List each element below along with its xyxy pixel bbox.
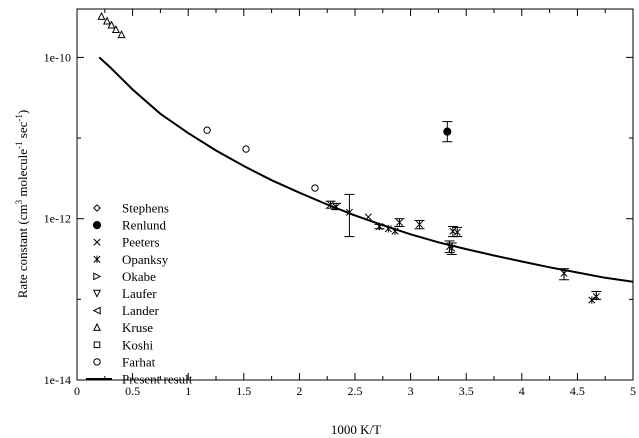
legend-item-koshi: Koshi bbox=[93, 337, 153, 352]
x-stroke bbox=[449, 227, 457, 235]
legend-marker bbox=[92, 221, 102, 230]
legend-item-laufer: Laufer bbox=[92, 286, 157, 301]
x-tick-label: 0 bbox=[74, 384, 80, 398]
legend-label: Present result bbox=[122, 372, 193, 387]
legend-item-stephens: Stephens bbox=[93, 201, 169, 216]
legend-label: Okabe bbox=[122, 269, 156, 284]
series-kruse bbox=[97, 11, 126, 39]
x-stroke bbox=[415, 220, 424, 228]
data-point bbox=[588, 296, 596, 304]
legend-marker bbox=[93, 272, 102, 281]
x-stroke bbox=[395, 218, 404, 226]
data-point bbox=[395, 218, 404, 226]
legend-label: Lander bbox=[122, 303, 159, 318]
data-point bbox=[415, 220, 424, 228]
x-tick-label: 2.5 bbox=[348, 384, 363, 398]
data-point bbox=[311, 184, 319, 192]
legend-label: Laufer bbox=[122, 286, 157, 301]
legend-item-lander: Lander bbox=[92, 303, 159, 318]
plot-frame bbox=[76, 8, 634, 381]
y-tick-label: 1e-12 bbox=[44, 212, 71, 226]
data-point bbox=[203, 126, 211, 134]
data-series bbox=[97, 11, 634, 304]
x-tick-label: 4 bbox=[519, 384, 525, 398]
legend-item-opanksy: Opanksy bbox=[93, 252, 169, 267]
legend-item-present-result: Present result bbox=[86, 372, 193, 387]
legend: Stephens Renlund Peeters Opanksy Okabe Laufer… bbox=[86, 201, 193, 387]
legend-item-farhat: Farhat bbox=[93, 354, 156, 369]
data-point bbox=[242, 145, 250, 153]
legend-label: Stephens bbox=[122, 201, 169, 216]
legend-marker bbox=[93, 238, 101, 246]
present-result-curve bbox=[98, 56, 634, 283]
x-stroke bbox=[453, 228, 461, 236]
x-tick-label: 5 bbox=[630, 384, 636, 398]
data-point bbox=[111, 24, 120, 33]
legend-item-kruse: Kruse bbox=[92, 320, 153, 335]
legend-label: Peeters bbox=[122, 235, 160, 250]
series-peeters bbox=[325, 200, 463, 238]
data-point bbox=[453, 228, 461, 236]
legend-item-peeters: Peeters bbox=[93, 235, 160, 250]
legend-item-okabe: Okabe bbox=[93, 269, 156, 284]
data-point bbox=[449, 227, 457, 235]
series-farhat bbox=[203, 126, 319, 192]
legend-label: Opanksy bbox=[122, 252, 169, 267]
legend-label: Kruse bbox=[122, 320, 153, 335]
data-point bbox=[103, 16, 112, 25]
legend-label: Farhat bbox=[122, 354, 156, 369]
x-tick-label: 1.5 bbox=[236, 384, 251, 398]
x-tick-label: 3 bbox=[408, 384, 414, 398]
series-renlund bbox=[442, 121, 453, 143]
data-point bbox=[443, 127, 452, 136]
legend-marker bbox=[92, 289, 102, 298]
x-tick-label: 3.5 bbox=[459, 384, 474, 398]
legend-marker bbox=[93, 341, 101, 349]
data-point bbox=[97, 11, 106, 20]
legend-label: Koshi bbox=[122, 337, 153, 352]
x-stroke bbox=[326, 200, 335, 209]
legend-item-renlund: Renlund bbox=[92, 218, 167, 233]
data-point bbox=[107, 20, 116, 29]
legend-marker bbox=[92, 322, 102, 331]
y-axis-label: Rate constant (cm3 molecule-1 sec-1) bbox=[14, 110, 30, 298]
plot-border bbox=[76, 8, 634, 381]
x-axis-label: 1000 K/T bbox=[331, 422, 381, 437]
x-tick-label: 0.5 bbox=[125, 384, 140, 398]
legend-marker bbox=[92, 306, 101, 315]
legend-label: Renlund bbox=[122, 218, 167, 233]
x-tick-label: 1 bbox=[185, 384, 191, 398]
y-tick-label: 1e-14 bbox=[44, 373, 71, 387]
legend-marker bbox=[93, 255, 101, 263]
legend-marker bbox=[93, 358, 101, 366]
x-tick-label: 4.5 bbox=[570, 384, 585, 398]
axis-ticks: 0 0.5 1 1.5 2 2.5 3 3.5 4 4.5 5 1e-14 1e-12 1e-10 bbox=[44, 9, 636, 398]
y-tick-label: 1e-10 bbox=[44, 50, 71, 64]
x-tick-label: 2 bbox=[296, 384, 302, 398]
legend-marker bbox=[93, 204, 101, 212]
data-point bbox=[592, 292, 600, 301]
series-present-result bbox=[98, 56, 634, 283]
data-point bbox=[117, 30, 126, 39]
x-stroke bbox=[93, 238, 101, 246]
